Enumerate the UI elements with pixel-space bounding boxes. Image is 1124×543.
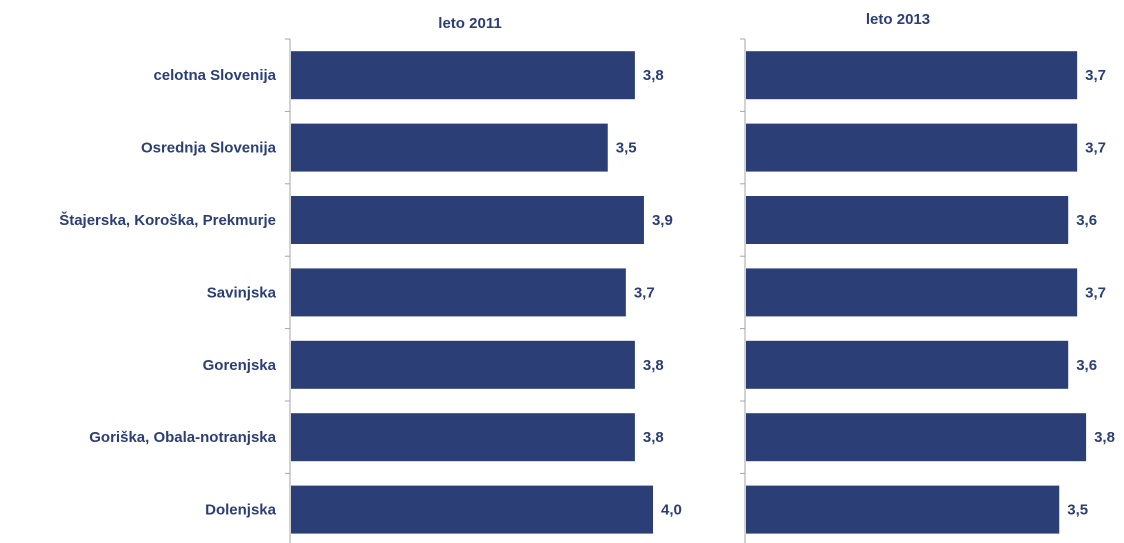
bar-2011: [291, 340, 635, 389]
category-label: Dolenjska: [205, 502, 277, 519]
bar-2013: [746, 51, 1078, 100]
category-axis-labels: celotna Slovenija Osrednja Slovenija Štaje…: [59, 67, 276, 518]
data-label: 4,0: [661, 502, 682, 519]
category-label: celotna Slovenija: [153, 67, 276, 84]
bar-2011: [291, 268, 626, 317]
data-label: 3,8: [643, 357, 664, 374]
bar-2011: [291, 485, 653, 534]
data-label: 3,7: [1085, 140, 1106, 157]
data-label: 3,7: [1085, 67, 1106, 84]
category-label: Goriška, Obala-notranjska: [89, 429, 276, 446]
data-label: 3,7: [634, 284, 655, 301]
bar-2011: [291, 123, 608, 172]
category-label: Gorenjska: [203, 357, 277, 374]
panel-2011: leto 2011 3,8 3,5 3,9 3,7 3,8 3,8 4,0: [285, 15, 682, 543]
data-label: 3,8: [643, 429, 664, 446]
data-label: 3,5: [1067, 502, 1088, 519]
data-label: 3,8: [643, 67, 664, 84]
bar-2013: [746, 196, 1069, 244]
data-label: 3,7: [1085, 284, 1106, 301]
category-label: Osrednja Slovenija: [141, 140, 277, 157]
bar-2011: [291, 413, 635, 462]
bar-2013: [746, 340, 1069, 389]
panel-2013: leto 2013 3,7 3,7 3,6 3,7 3,6 3,8 3,5: [740, 11, 1115, 543]
data-label: 3,6: [1076, 212, 1097, 229]
data-label: 3,9: [652, 212, 673, 229]
bar-2013: [746, 268, 1078, 317]
bar-2013: [746, 123, 1078, 172]
data-label: 3,5: [616, 140, 637, 157]
data-label: 3,8: [1094, 429, 1115, 446]
bar-2011: [291, 196, 644, 244]
category-label: Štajerska, Koroška, Prekmurje: [59, 211, 276, 229]
category-label: Savinjska: [207, 284, 277, 301]
bar-2013: [746, 485, 1060, 534]
bar-2013: [746, 413, 1087, 462]
data-label: 3,6: [1076, 357, 1097, 374]
panel-title-2011: leto 2011: [438, 15, 501, 32]
panel-title-2013: leto 2013: [866, 11, 930, 28]
bar-2011: [291, 51, 635, 100]
